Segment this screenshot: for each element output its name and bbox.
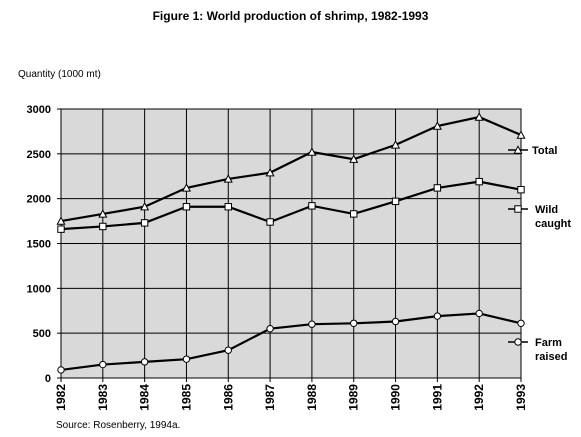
data-point-farm-raised [350, 319, 358, 328]
data-point-total [516, 130, 526, 139]
data-point-total [223, 174, 233, 183]
data-point-wild-caught [391, 197, 400, 206]
y-tick-label: 2500 [27, 149, 51, 161]
x-tick-label: 1990 [389, 384, 403, 411]
data-point-wild-caught [140, 219, 149, 227]
data-point-farm-raised [182, 355, 191, 363]
y-tick-label: 1500 [27, 239, 51, 251]
legend-label-farm-raised: raised [535, 351, 567, 363]
data-point-farm-raised [266, 324, 274, 333]
data-point-wild-caught [308, 202, 316, 210]
series-line-total [60, 115, 522, 223]
legend-label-total: Total [532, 145, 557, 157]
x-tick-label: 1985 [179, 384, 193, 411]
y-tick-label: 500 [33, 328, 51, 340]
data-point-farm-raised [57, 366, 65, 374]
data-point-farm-raised [433, 312, 442, 320]
x-tick-label: 1993 [514, 384, 528, 411]
x-tick-label: 1987 [263, 384, 277, 411]
legend-marker-farm-raised [514, 338, 522, 346]
y-tick-label: 0 [45, 373, 51, 385]
data-point-total [349, 154, 359, 163]
data-point-wild-caught [266, 218, 274, 226]
data-point-total [432, 121, 442, 130]
x-tick-label: 1982 [54, 384, 68, 411]
y-tick-label: 3000 [27, 104, 51, 116]
data-point-farm-raised [475, 309, 483, 318]
x-tick-label: 1984 [138, 384, 152, 411]
data-point-farm-raised [517, 319, 525, 328]
data-point-wild-caught [350, 210, 358, 218]
x-tick-label: 1989 [347, 384, 361, 411]
data-point-wild-caught [57, 225, 65, 233]
data-point-farm-raised [224, 346, 232, 354]
data-point-total [140, 201, 150, 211]
legend-label-farm-raised: Farm [535, 337, 562, 349]
series-line-farm-raised [60, 312, 522, 372]
y-axis-label: Quantity (1000 mt) [18, 69, 101, 80]
data-point-wild-caught [433, 184, 442, 192]
data-point-total [98, 209, 108, 218]
legend-label-wild-caught: caught [535, 218, 571, 230]
data-point-farm-raised [308, 320, 316, 328]
legend-label-wild-caught: Wild [535, 204, 558, 216]
data-point-farm-raised [140, 358, 149, 366]
data-point-farm-raised [391, 317, 400, 326]
source-note: Source: Rosenberry, 1994a. [56, 420, 181, 431]
x-tick-label: 1991 [430, 384, 444, 411]
y-tick-label: 2000 [27, 194, 51, 206]
x-tick-label: 1992 [472, 384, 486, 411]
legend-marker-total [513, 145, 523, 154]
legend-marker-wild-caught [514, 205, 522, 213]
x-tick-label: 1986 [221, 384, 235, 411]
data-point-farm-raised [99, 360, 107, 369]
data-point-wild-caught [99, 222, 107, 231]
data-point-total [474, 112, 484, 121]
data-point-wild-caught [224, 203, 232, 211]
data-point-wild-caught [517, 186, 525, 194]
x-tick-label: 1983 [96, 384, 110, 411]
y-tick-label: 1000 [27, 283, 51, 295]
x-tick-label: 1988 [305, 384, 319, 411]
chart-title: Figure 1: World production of shrimp, 19… [152, 9, 429, 23]
data-point-total [307, 147, 317, 156]
data-point-total [56, 216, 66, 225]
data-point-wild-caught [475, 177, 483, 186]
data-point-total [265, 167, 275, 177]
data-point-total [391, 140, 401, 149]
data-point-total [181, 183, 191, 192]
data-point-wild-caught [182, 203, 191, 211]
series-line-wild-caught [60, 180, 522, 231]
